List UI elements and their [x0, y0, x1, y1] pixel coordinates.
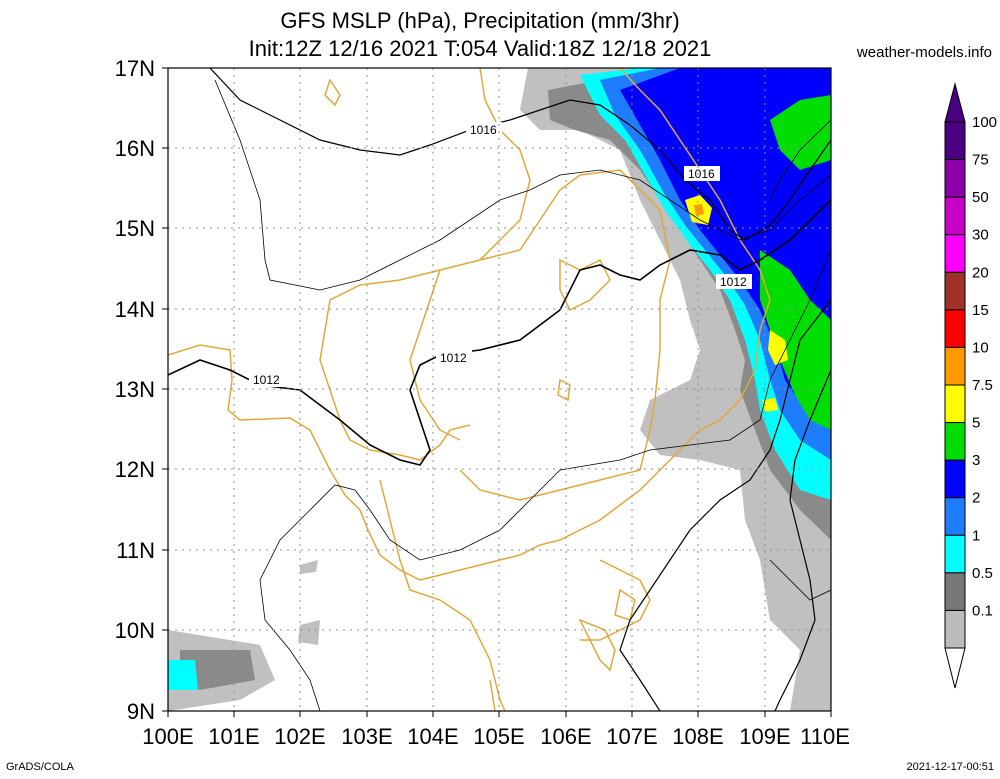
isobar-1016-thin: [214, 79, 831, 291]
colorbar-swatch: [944, 271, 966, 311]
colorbar-label: 10: [972, 339, 989, 356]
lon-label: 100E: [142, 724, 193, 749]
colorbar-swatch: [944, 572, 966, 611]
isobar-label: 1012: [253, 373, 280, 387]
colorbar-label: 5: [972, 415, 980, 432]
lon-label: 110E: [800, 724, 850, 749]
lon-label: 103E: [341, 724, 392, 749]
colorbar-bottom-arrow: [944, 647, 966, 689]
lat-label: 12N: [115, 457, 155, 482]
isobar-label: 1012: [440, 351, 467, 365]
footer-timestamp: 2021-12-17-00:51: [906, 761, 994, 773]
colorbar-swatch: [944, 196, 966, 236]
lon-label: 101E: [208, 724, 259, 749]
colorbar-swatch: [944, 384, 966, 424]
colorbar-top-arrow: [944, 82, 966, 123]
lon-label: 105E: [473, 724, 524, 749]
lon-label: 104E: [407, 724, 458, 749]
colorbar-label: 0.1: [972, 602, 993, 619]
colorbar-label: 1: [972, 527, 980, 544]
internal-border: [329, 169, 671, 501]
borders-layer: [168, 68, 771, 711]
isobar-east-2: [774, 369, 831, 711]
isobar-east: [769, 119, 831, 201]
colorbar-swatch: [944, 234, 966, 273]
lat-label: 17N: [115, 56, 155, 81]
colorbar-label: 15: [972, 302, 989, 319]
colorbar-label: 7.5: [972, 377, 993, 394]
tick-marks: [162, 67, 832, 717]
colorbar-swatch: [944, 121, 966, 161]
colorbar-swatch: [944, 159, 966, 198]
chart-subtitle: Init:12Z 12/16 2021 T:054 Valid:18Z 12/1…: [248, 36, 712, 61]
isobar-label: 1012: [720, 275, 747, 289]
lat-label: 11N: [116, 538, 155, 563]
lat-label: 13N: [115, 377, 155, 402]
colorbar-label: 75: [972, 152, 989, 169]
colorbar: 100 75 50 30 20 15 10 7.5 5 3 2 1 0.5 0.1: [944, 82, 997, 689]
colorbar-swatch: [944, 459, 966, 499]
colorbar-label: 20: [972, 264, 989, 281]
colorbar-label: 30: [972, 227, 989, 244]
isobar-label: 1016: [470, 123, 497, 137]
colorbar-label: 100: [972, 114, 997, 131]
colorbar-swatch: [944, 497, 966, 536]
precip-area-green: [760, 250, 831, 430]
colorbar-swatch: [944, 534, 966, 574]
lat-label: 14N: [115, 297, 155, 322]
lon-labels: 100E 101E 102E 103E 104E 105E 106E 107E …: [142, 724, 850, 749]
colorbar-swatch: [944, 422, 966, 461]
colorbar-label: 2: [972, 490, 980, 507]
colorbar-swatch: [944, 609, 966, 649]
isobar-1016: [209, 68, 831, 241]
lon-label: 108E: [672, 724, 723, 749]
lat-label: 10N: [115, 618, 155, 643]
colorbar-label: 3: [972, 452, 980, 469]
colorbar-swatch: [944, 309, 966, 348]
isobar-1012-b: [619, 299, 831, 711]
site-credit: weather-models.info: [856, 44, 992, 61]
isobar-label: 1016: [688, 167, 715, 181]
colorbar-swatch: [944, 346, 966, 386]
lon-label: 106E: [540, 724, 591, 749]
colorbar-label: 0.5: [972, 565, 993, 582]
lat-label: 9N: [127, 699, 155, 724]
lat-labels: 17N 16N 15N 14N 13N 12N 11N 10N 9N: [115, 56, 155, 724]
isobar-1008: [769, 559, 831, 601]
precipitation-layer: [168, 68, 831, 711]
lat-label: 16N: [115, 136, 155, 161]
country-border: [168, 68, 771, 581]
lon-label: 109E: [739, 724, 790, 749]
lon-label: 102E: [274, 724, 325, 749]
lon-label: 107E: [606, 724, 657, 749]
isobar-labels: 1016 1016 1012 1012 1012: [249, 122, 752, 387]
isobar-1012-c: [259, 249, 831, 711]
footer-software: GrADS/COLA: [6, 761, 74, 773]
lat-label: 15N: [115, 216, 155, 241]
chart-title: GFS MSLP (hPa), Precipitation (mm/3hr): [280, 8, 680, 33]
colorbar-label: 50: [972, 189, 989, 206]
precip-area-orange: [694, 204, 704, 216]
